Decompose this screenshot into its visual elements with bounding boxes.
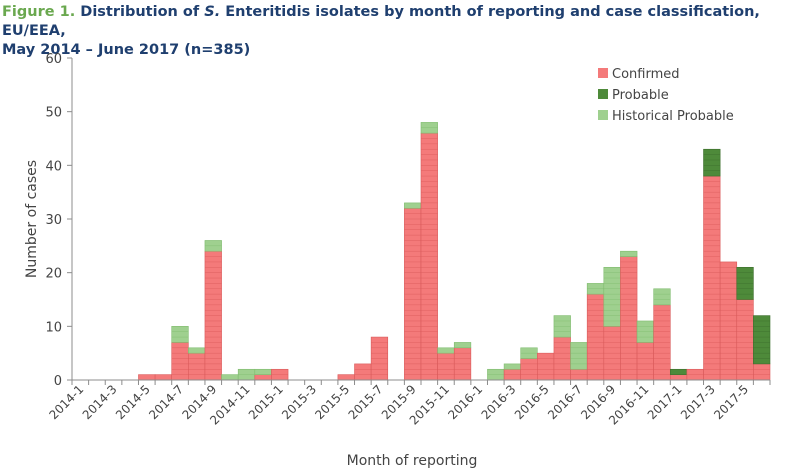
x-tick-label: 2014-5 — [113, 382, 153, 422]
bar-2017-6-probable — [753, 315, 771, 365]
bar-2014-12-historical-probable — [254, 368, 272, 375]
y-tick-label: 0 — [54, 374, 62, 389]
figure-title: Figure 1. Distribution of S. Enteritidis… — [2, 3, 782, 60]
y-tick-label: 10 — [45, 320, 62, 335]
bar-2017-5-confirmed — [736, 299, 754, 381]
bar-2015-12-historical-probable — [453, 342, 472, 349]
y-tick-label: 50 — [45, 106, 62, 121]
x-tick-label: 2016-3 — [479, 382, 519, 422]
bar-2016-9-historical-probable — [603, 266, 621, 327]
bar-2014-12-confirmed — [254, 374, 272, 381]
bar-2016-5-confirmed — [537, 352, 555, 381]
title-text-pre: Distribution of — [80, 4, 200, 20]
x-tick-label: 2016-5 — [512, 382, 552, 422]
bar-2015-9-historical-probable — [404, 202, 422, 209]
y-tick-label: 20 — [45, 267, 62, 282]
bar-2014-10-historical-probable — [221, 374, 239, 381]
x-tick-label: 2014-3 — [80, 382, 120, 422]
x-tick-label: 2017-5 — [711, 382, 751, 422]
bars-layer — [138, 122, 771, 381]
bar-2016-10-historical-probable — [620, 250, 638, 257]
legend-label: Historical Probable — [612, 109, 734, 124]
y-tick-label: 60 — [45, 52, 62, 67]
x-tick-label: 2015-3 — [279, 382, 319, 422]
legend-label: Probable — [612, 88, 669, 103]
bar-2014-8-historical-probable — [188, 347, 206, 354]
x-tick-label: 2015-5 — [312, 382, 352, 422]
x-tick-label: 2014-7 — [146, 382, 186, 422]
legend-swatch-historical-probable — [598, 110, 608, 120]
legend: Confirmed Probable Historical Probable — [598, 67, 734, 124]
bar-2014-5-confirmed — [138, 374, 156, 381]
figure-label: Figure 1. — [2, 4, 76, 20]
bar-2016-11-confirmed — [636, 342, 654, 381]
bar-2015-11-historical-probable — [437, 347, 455, 354]
bar-2015-5-confirmed — [337, 374, 355, 381]
bar-2016-12-historical-probable — [653, 288, 671, 306]
bar-2015-11-confirmed — [437, 352, 455, 381]
bar-2016-10-confirmed — [620, 256, 638, 381]
x-tick-label: 2016-7 — [545, 382, 585, 422]
x-tick-label: 2017-1 — [645, 382, 685, 422]
x-tick-label: 2017-3 — [678, 382, 718, 422]
bar-2014-6-confirmed — [154, 374, 173, 381]
y-tick-label: 40 — [45, 159, 62, 174]
bar-2014-8-confirmed — [188, 352, 206, 381]
x-tick-label: 2015-7 — [346, 382, 386, 422]
bar-2017-3-probable — [703, 148, 721, 177]
bar-2016-7-historical-probable — [570, 342, 588, 370]
bar-2014-7-historical-probable — [171, 326, 189, 343]
y-tick-label: 30 — [45, 213, 62, 228]
legend-swatch-confirmed — [598, 68, 608, 78]
bar-2014-7-confirmed — [171, 342, 189, 381]
legend-swatch-probable — [598, 89, 608, 99]
title-line-2: May 2014 – June 2017 (n=385) — [2, 42, 251, 58]
x-tick-label: 2015-1 — [246, 382, 286, 422]
bar-2017-6-confirmed — [753, 363, 771, 381]
y-axis-label: Number of cases — [24, 160, 40, 278]
bar-2017-1-probable — [669, 368, 688, 375]
title-species: S. — [204, 4, 221, 20]
x-tick-label: 2014-1 — [46, 382, 86, 422]
x-tick-label: 2016-1 — [445, 382, 485, 422]
bar-2017-1-confirmed — [669, 374, 688, 381]
x-axis-label: Month of reporting — [347, 453, 478, 469]
legend-label: Confirmed — [612, 67, 680, 82]
bar-2015-6-confirmed — [354, 363, 372, 381]
bar-2016-3-historical-probable — [503, 363, 522, 370]
title-text-post: Enteritidis isolates by month of reporti… — [2, 4, 760, 39]
